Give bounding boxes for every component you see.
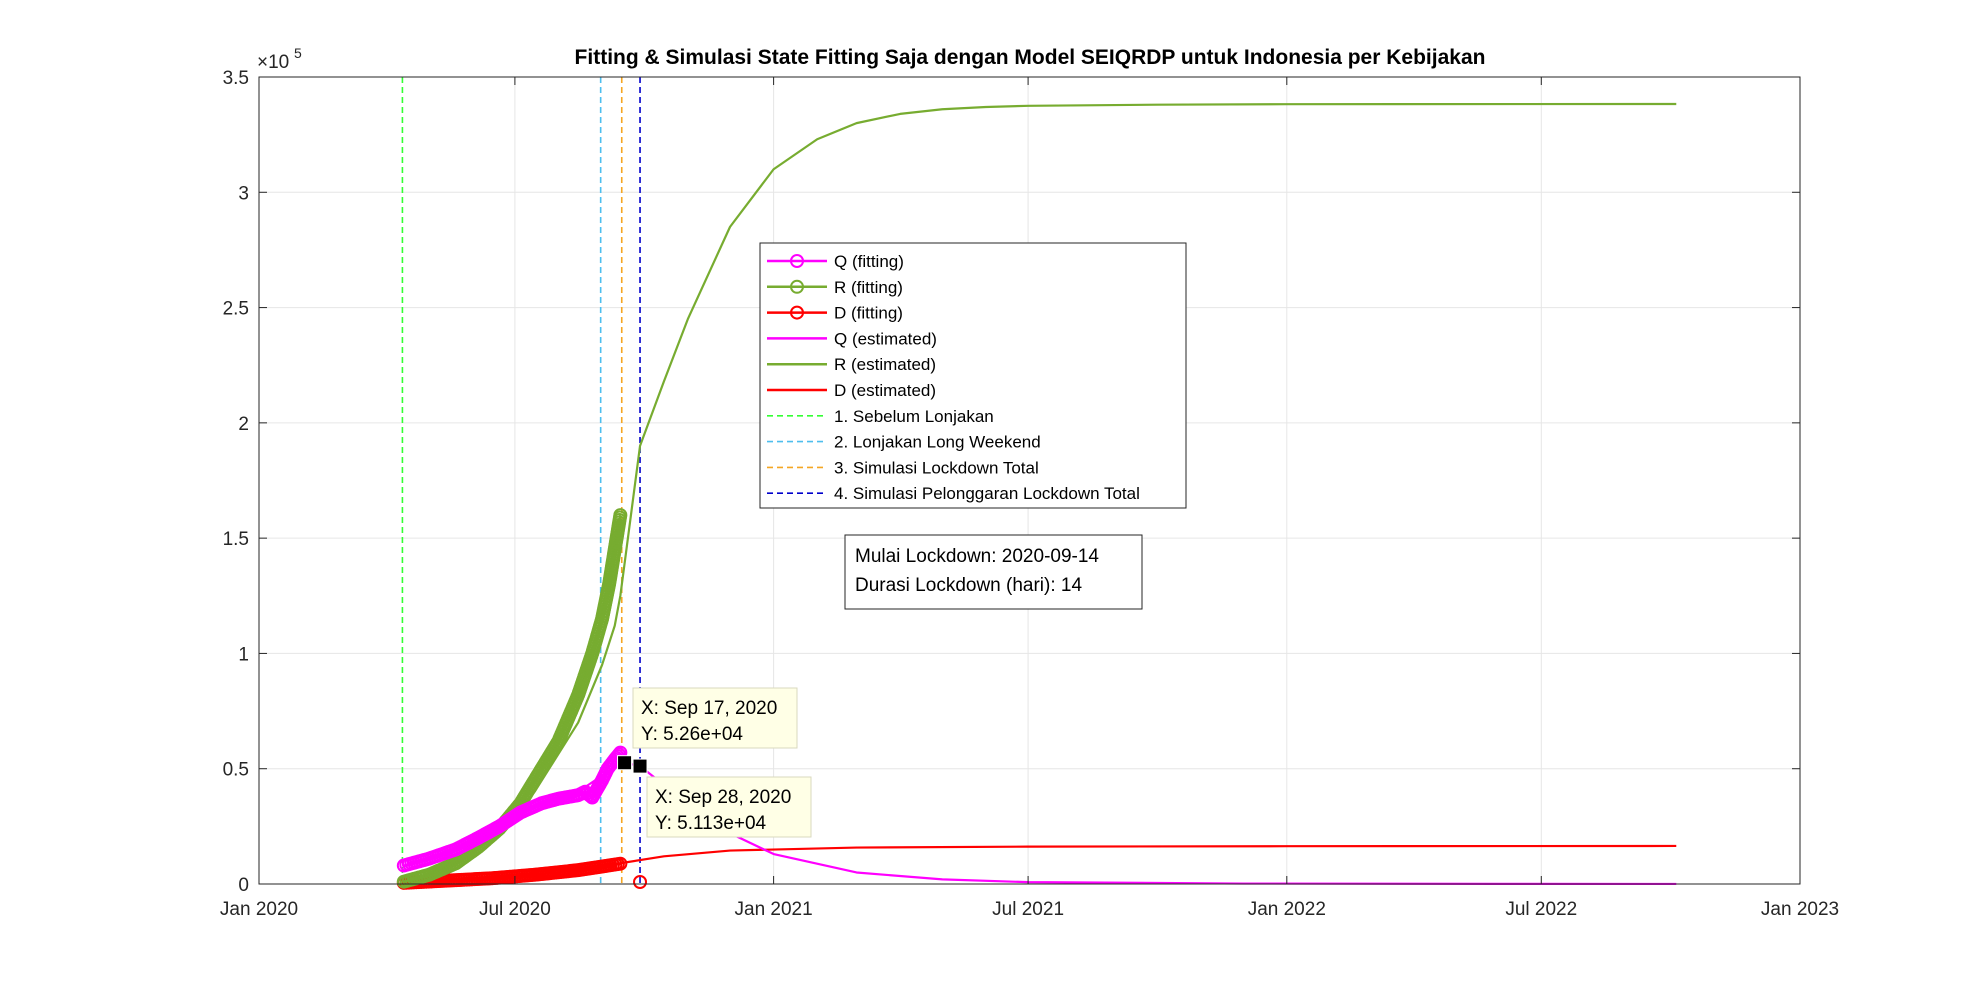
- datatip-marker: [617, 755, 633, 771]
- legend-label: 2. Lonjakan Long Weekend: [834, 433, 1041, 452]
- plot-frame: [258, 76, 1801, 885]
- policy-lines: [401, 77, 641, 884]
- legend-label: R (estimated): [834, 355, 936, 374]
- y-tick-label: 0.5: [223, 760, 249, 781]
- axis-ticks: Jan 2020 Jul 2020 Jan 2021 Jul 2021 Jan 2022…: [220, 68, 1839, 920]
- legend-marker: [790, 305, 804, 320]
- legend-label: Q (estimated): [834, 329, 937, 348]
- marker-d-fitting: [633, 875, 648, 889]
- marker-r-fitting: [613, 508, 628, 523]
- y-tick-label: 0: [238, 875, 249, 896]
- y-tick-label: 3: [238, 183, 249, 204]
- y-exponent-base: ×10: [257, 52, 289, 73]
- lockdown-annotation: Mulai Lockdown: 2020-09-14 Durasi Lockdo…: [844, 534, 1143, 610]
- legend-label: 3. Simulasi Lockdown Total: [834, 458, 1039, 477]
- legend-label: Q (fitting): [834, 252, 904, 271]
- chart-title: Fitting & Simulasi State Fitting Saja de…: [575, 46, 1486, 69]
- legend-marker: [790, 279, 804, 294]
- datatip-1-box: [632, 687, 798, 749]
- legend: Q (fitting) R (fitting) D (fitting) Q (esti…: [759, 242, 1187, 509]
- x-tick-label: Jul 2021: [992, 899, 1064, 920]
- x-tick-label: Jan 2022: [1248, 899, 1326, 920]
- annotation-line-duration: Durasi Lockdown (hari): 14: [855, 575, 1082, 596]
- legend-label: R (fitting): [834, 278, 903, 297]
- y-tick-label: 1: [238, 644, 249, 665]
- x-tick-label: Jan 2020: [220, 899, 298, 920]
- datatip-2-box: [646, 776, 812, 838]
- series-layer: [396, 102, 1677, 890]
- legend-label: 4. Simulasi Pelonggaran Lockdown Total: [834, 484, 1140, 503]
- legend-label: D (fitting): [834, 304, 903, 323]
- datatip-marker: [632, 758, 648, 774]
- legend-label: 1. Sebelum Lonjakan: [834, 407, 994, 426]
- datatips: X: Sep 17, 2020 Y: 5.26e+04 X: Sep 28, 2…: [617, 687, 812, 838]
- x-tick-label: Jul 2022: [1505, 899, 1577, 920]
- datatip-2-x: X: Sep 28, 2020: [655, 787, 791, 808]
- datatip-2-y: Y: 5.113e+04: [655, 813, 767, 834]
- y-tick-label: 3.5: [223, 68, 249, 89]
- datatip-2[interactable]: X: Sep 28, 2020 Y: 5.113e+04: [646, 776, 812, 838]
- x-tick-label: Jan 2021: [735, 899, 813, 920]
- datatip-1-y: Y: 5.26e+04: [641, 724, 743, 745]
- annotation-line-start: Mulai Lockdown: 2020-09-14: [855, 546, 1099, 567]
- marker-d-fitting: [613, 856, 628, 871]
- annotation-box: [844, 534, 1143, 610]
- x-tick-label: Jul 2020: [479, 899, 551, 920]
- datatip-1[interactable]: X: Sep 17, 2020 Y: 5.26e+04: [632, 687, 798, 749]
- y-exponent: ×10 5: [257, 45, 302, 73]
- y-tick-label: 1.5: [223, 529, 249, 550]
- y-tick-label: 2.5: [223, 299, 249, 320]
- legend-box: [759, 242, 1187, 509]
- y-exponent-power: 5: [294, 45, 302, 61]
- y-tick-label: 2: [238, 414, 249, 435]
- datatip-1-x: X: Sep 17, 2020: [641, 698, 777, 719]
- x-tick-label: Jan 2023: [1761, 899, 1839, 920]
- legend-label: D (estimated): [834, 381, 936, 400]
- legend-marker: [790, 254, 804, 268]
